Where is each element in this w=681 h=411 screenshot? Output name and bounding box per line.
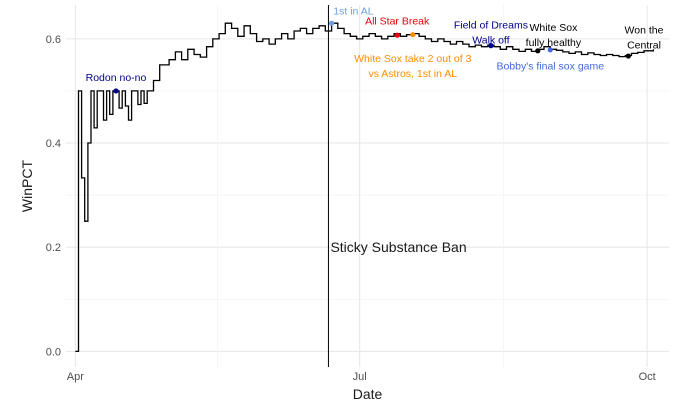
- annotation-label: 1st in AL: [333, 5, 373, 17]
- annotation-point: [535, 48, 541, 54]
- axes: 0.0 0.2 0.4 0.6 Apr Jul Oct: [46, 34, 656, 383]
- annotation-label: White Sox: [529, 22, 578, 34]
- series-line: [75, 22, 655, 353]
- annotation-point: [394, 32, 400, 38]
- vline: Sticky Substance Ban: [327, 5, 467, 367]
- y-axis-title: WinPCT: [19, 160, 35, 213]
- annotation-label: Bobby's final sox game: [496, 61, 604, 73]
- y-tick-label: 0.4: [46, 138, 61, 150]
- annotation-point: [328, 20, 335, 26]
- x-tick-label: Oct: [639, 371, 656, 383]
- annotation-label: Field of Dreams: [454, 19, 528, 31]
- annotation-point: [547, 47, 553, 53]
- vline-label: Sticky Substance Ban: [330, 239, 466, 255]
- annotation-point: [488, 43, 494, 49]
- annotation-label: Central: [627, 40, 661, 52]
- annotation-label: Walk off: [472, 34, 509, 46]
- series: [75, 22, 655, 353]
- annotation-label: vs Astros, 1st in AL: [368, 68, 457, 80]
- annotation-point: [113, 88, 119, 94]
- y-tick-label: 0.6: [46, 34, 61, 46]
- grid: [66, 5, 669, 367]
- annotation-label: Won the: [625, 25, 664, 37]
- annotation-label: fully healthy: [526, 37, 582, 49]
- x-axis-title: Date: [353, 386, 383, 402]
- y-tick-label: 0.0: [46, 346, 61, 358]
- x-tick-label: Apr: [67, 371, 84, 383]
- annotation-label: All Star Break: [365, 15, 430, 27]
- annotation-point: [625, 53, 631, 59]
- annotation-label: White Sox take 2 out of 3: [354, 53, 471, 65]
- annotation-label: Rodon no-no: [86, 72, 147, 84]
- annotation-point: [410, 32, 416, 38]
- x-tick-label: Jul: [353, 371, 367, 383]
- y-tick-label: 0.2: [46, 242, 61, 254]
